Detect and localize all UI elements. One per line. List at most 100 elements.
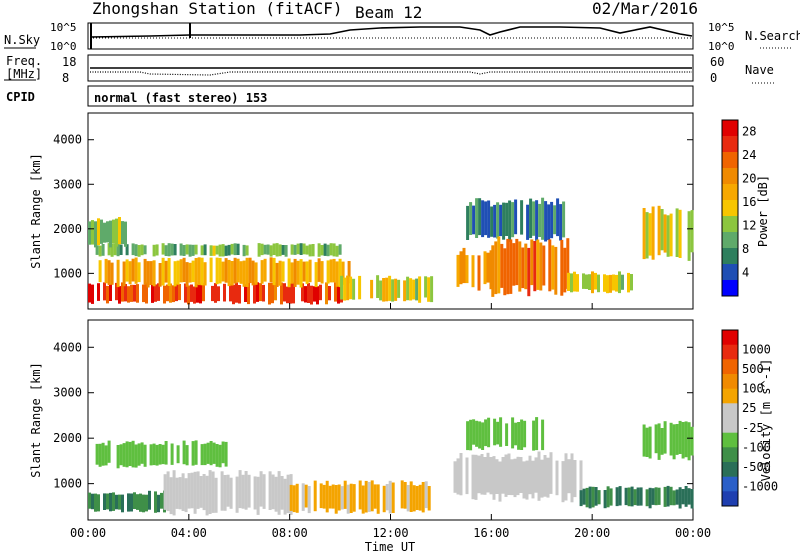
power-cell	[314, 262, 318, 288]
power-cell	[648, 213, 652, 256]
vel-cell	[654, 487, 658, 506]
power-cell	[550, 201, 554, 239]
vel-cell	[176, 445, 180, 464]
freq-tick-18: 18	[62, 55, 76, 69]
power-cell	[403, 280, 407, 302]
vel-cell	[103, 493, 106, 510]
nave-label: Nave	[745, 63, 774, 77]
power-cell	[259, 283, 262, 302]
vel-cell	[507, 453, 511, 495]
vel-cell	[484, 419, 488, 447]
power-cell	[609, 274, 612, 293]
vel-cell	[535, 417, 539, 451]
vel-cell	[471, 454, 475, 500]
velocity-colorbar-swatch	[722, 344, 738, 360]
count-tick-bottom-right: 10^0	[708, 40, 735, 53]
vel-cell	[519, 457, 523, 493]
vel-cell	[618, 486, 622, 506]
vel-cell	[256, 476, 260, 515]
vel-cell	[185, 445, 189, 466]
power-colorbar-swatch	[722, 280, 738, 297]
power-cell	[224, 258, 228, 283]
power-cell	[562, 201, 566, 238]
vel-region-4	[453, 451, 583, 503]
power-cell	[193, 286, 196, 304]
power-cell	[293, 244, 297, 255]
vel-cell	[116, 445, 120, 469]
vel-cell	[104, 445, 108, 466]
vel-cell	[501, 457, 505, 494]
vel-cell	[421, 482, 425, 513]
power-cell	[191, 260, 195, 283]
power-cell	[104, 258, 108, 284]
power-cell	[269, 257, 273, 283]
vel-cell	[226, 474, 230, 507]
power-cell	[125, 244, 129, 256]
vel-cell	[376, 484, 380, 514]
power-cell	[175, 283, 178, 302]
power-cell	[281, 245, 285, 255]
vel-cell	[181, 473, 185, 511]
vel-region-7	[642, 420, 694, 461]
power-cell	[98, 260, 102, 283]
power-cell	[239, 261, 243, 284]
vel-cell	[280, 476, 284, 510]
power-cell	[164, 260, 168, 283]
vel-cell	[130, 493, 133, 512]
power-cell	[284, 245, 288, 257]
vel-cell	[477, 455, 481, 494]
power-cell	[128, 261, 132, 285]
power-cell	[152, 244, 156, 257]
power-cell	[594, 272, 597, 290]
power-cell	[462, 247, 466, 284]
power-cell	[145, 282, 148, 304]
vel-cell	[615, 487, 619, 507]
nsky-panel: N.Sky 10^5 10^0 10^5 10^0 N.Search	[4, 21, 800, 53]
vel-cell	[504, 454, 508, 497]
power-cell	[91, 284, 94, 304]
power-cell	[211, 285, 214, 302]
power-cell	[194, 258, 198, 288]
nsky-label: N.Sky	[4, 33, 40, 47]
power-cell	[337, 285, 340, 304]
vel-cell	[307, 486, 311, 514]
power-cell	[271, 282, 274, 304]
vel-cell	[340, 486, 344, 510]
power-cell	[642, 208, 646, 260]
vel-region-3	[289, 480, 431, 514]
vel-cell	[466, 421, 470, 451]
vel-cell	[597, 490, 601, 505]
power-cell	[170, 243, 174, 256]
power-cell	[430, 276, 434, 303]
vel-cell	[164, 441, 168, 465]
power-cell	[585, 274, 588, 289]
vel-cell	[259, 471, 263, 507]
vel-ytick-label: 2000	[53, 431, 82, 445]
power-cell	[221, 244, 225, 257]
power-cell	[542, 245, 546, 286]
vel-cell	[154, 491, 157, 513]
power-cell	[260, 243, 264, 256]
vel-cell	[603, 490, 607, 509]
velocity-colorbar-swatch	[722, 447, 738, 463]
vel-cell	[579, 490, 583, 507]
vel-cell	[687, 488, 691, 505]
vel-cell	[169, 477, 173, 515]
power-cell	[621, 274, 624, 290]
power-cell	[376, 275, 380, 298]
power-cell	[334, 282, 337, 302]
power-region-7	[491, 236, 570, 297]
vel-cell	[337, 484, 341, 511]
power-colorbar-swatch	[722, 136, 738, 153]
nave-tick-60: 60	[710, 55, 724, 69]
vel-cell	[525, 460, 529, 500]
power-cell	[352, 278, 356, 300]
power-cell	[88, 221, 91, 245]
power-colorbar-tick: 24	[742, 148, 756, 162]
power-cell	[503, 248, 507, 296]
power-cell	[203, 262, 207, 286]
power-cell	[576, 274, 579, 292]
power-cell	[591, 271, 594, 294]
power-cell	[329, 243, 333, 256]
vel-region-0	[88, 490, 166, 513]
